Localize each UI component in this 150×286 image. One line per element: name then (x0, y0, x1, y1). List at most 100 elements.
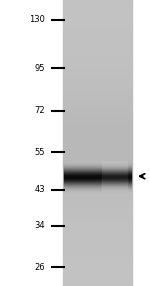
Bar (63, 33, 132, 36)
Bar (63, 200, 132, 202)
Bar (63, 41, 132, 43)
Bar (64, 179, 131, 180)
Bar (102, 186, 127, 187)
Bar (102, 176, 127, 177)
Bar (63, 219, 132, 222)
Bar (63, 43, 132, 45)
Bar (63, 67, 132, 69)
Bar (63, 281, 132, 284)
Bar (64, 170, 131, 171)
Bar (63, 195, 132, 198)
Bar (63, 69, 132, 72)
Bar (63, 277, 132, 279)
Bar (63, 95, 132, 98)
Bar (63, 253, 132, 255)
Bar (63, 265, 132, 267)
Bar (63, 79, 132, 81)
Bar (63, 224, 132, 227)
Bar (63, 98, 132, 100)
Bar (64, 167, 131, 168)
Bar (64, 177, 131, 178)
Bar (64, 187, 131, 188)
Bar (64, 180, 131, 181)
Bar (63, 126, 132, 129)
Bar (64, 168, 131, 169)
Bar (64, 171, 131, 172)
Bar (63, 26, 132, 29)
Bar (102, 167, 127, 168)
Bar (102, 172, 127, 173)
Bar (63, 267, 132, 269)
Bar (63, 284, 132, 286)
Bar (63, 86, 132, 88)
Bar (63, 217, 132, 219)
Bar (63, 5, 132, 7)
Bar (64, 174, 131, 175)
Bar (63, 122, 132, 124)
Bar (102, 182, 127, 183)
Bar (63, 14, 132, 17)
Bar (63, 193, 132, 195)
Bar (63, 134, 132, 136)
Bar (64, 185, 131, 186)
Bar (63, 31, 132, 33)
Bar (102, 169, 127, 170)
Bar (64, 172, 131, 173)
Bar (63, 136, 132, 138)
Bar (64, 164, 131, 165)
Text: 26: 26 (34, 263, 45, 272)
Bar (63, 272, 132, 274)
Bar (63, 274, 132, 277)
Bar (102, 190, 127, 191)
Bar (63, 238, 132, 241)
Bar (63, 117, 132, 119)
Bar (102, 174, 127, 175)
Bar (102, 185, 127, 186)
Bar (63, 248, 132, 250)
Bar (63, 110, 132, 112)
Bar (63, 167, 132, 169)
Bar (64, 190, 131, 191)
Bar (102, 161, 127, 162)
Bar (63, 74, 132, 76)
Bar (64, 184, 131, 185)
Bar (63, 162, 132, 164)
Bar (63, 172, 132, 174)
Bar (64, 189, 131, 190)
Bar (63, 191, 132, 193)
Bar (64, 176, 131, 177)
Bar (102, 183, 127, 184)
Bar (63, 64, 132, 67)
Bar (63, 57, 132, 59)
Bar (63, 150, 132, 152)
Bar (63, 38, 132, 41)
Bar (102, 170, 127, 171)
Bar (64, 181, 131, 182)
Text: 130: 130 (29, 15, 45, 24)
Bar (64, 182, 131, 183)
Bar (63, 148, 132, 150)
Bar (63, 112, 132, 114)
Bar (102, 181, 127, 182)
Bar (63, 255, 132, 257)
Bar (63, 59, 132, 62)
Bar (102, 187, 127, 188)
Bar (64, 178, 131, 179)
Bar (63, 176, 132, 179)
Bar (63, 48, 132, 50)
Bar (63, 260, 132, 262)
Bar (64, 162, 131, 163)
Bar (63, 234, 132, 236)
Bar (63, 72, 132, 74)
Bar (63, 2, 132, 5)
Bar (63, 210, 132, 212)
Bar (102, 184, 127, 185)
Bar (102, 175, 127, 176)
Bar (63, 152, 132, 155)
Bar (63, 24, 132, 26)
Bar (63, 164, 132, 167)
Bar (102, 177, 127, 178)
Bar (63, 21, 132, 24)
Bar (102, 165, 127, 166)
Bar (102, 164, 127, 165)
